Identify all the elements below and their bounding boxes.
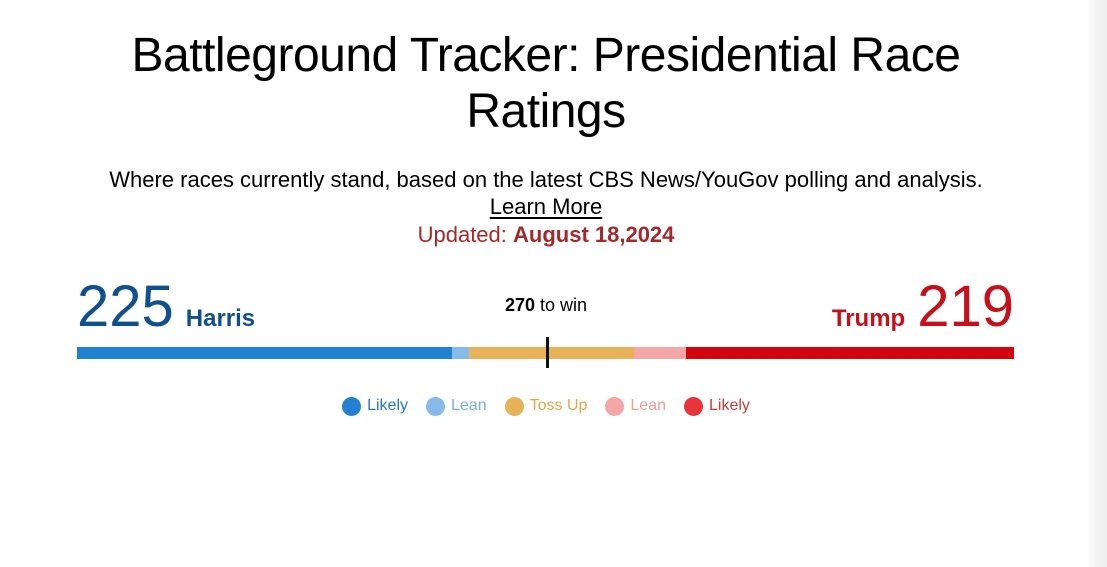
bar-segment-dem-lean [452,347,470,359]
trump-name: Trump [831,305,906,332]
page-subtitle: Where races currently stand, based on th… [109,167,983,192]
legend-item: Lean [605,396,666,416]
bar-segment-rep-lean [633,347,686,359]
harris-count: 225 Harris [77,276,255,338]
bar-segment-toss-up [469,347,634,359]
to-win-label: 270 to win [0,294,1092,316]
legend-dot-icon [426,396,445,416]
legend-dot-icon [683,396,703,416]
legend-item: Lean [426,396,487,416]
updated-date: August 18,2024 [513,222,675,247]
page-title: Battleground Tracker: Presidential Race … [131,29,961,138]
learn-more-row: Learn More [0,193,1092,220]
legend-dot-icon [342,396,362,416]
to-win-text: to win [535,295,588,315]
updated-label: Updated: [417,222,513,247]
bar-segment-rep-likely [685,347,1014,359]
harris-electoral-votes: 225 [77,274,174,339]
rating-legend: Likely Lean Toss Up Lean Likely [0,396,1092,416]
bar-segment-dem-likely [77,347,453,359]
harris-name: Harris [185,305,256,332]
electoral-bar [77,347,1014,359]
scrollbar-shadow [1085,0,1107,567]
legend-item: Likely [683,396,750,416]
legend-dot-icon [504,396,524,416]
trump-electoral-votes: 219 [917,274,1014,339]
legend-item: Toss Up [504,396,588,416]
legend-label: Likely [367,397,408,414]
legend-label: Lean [630,397,666,414]
learn-more-link[interactable]: Learn More [489,194,603,219]
to-win-number: 270 [504,295,535,315]
legend-item: Likely [342,396,408,416]
legend-label: Toss Up [529,397,588,414]
legend-label: Likely [708,397,750,414]
updated-line: Updated: August 18,2024 [0,221,1092,248]
win-threshold-marker [546,337,549,368]
legend-label: Lean [451,397,487,414]
legend-dot-icon [605,396,625,416]
trump-count: Trump 219 [832,276,1014,338]
